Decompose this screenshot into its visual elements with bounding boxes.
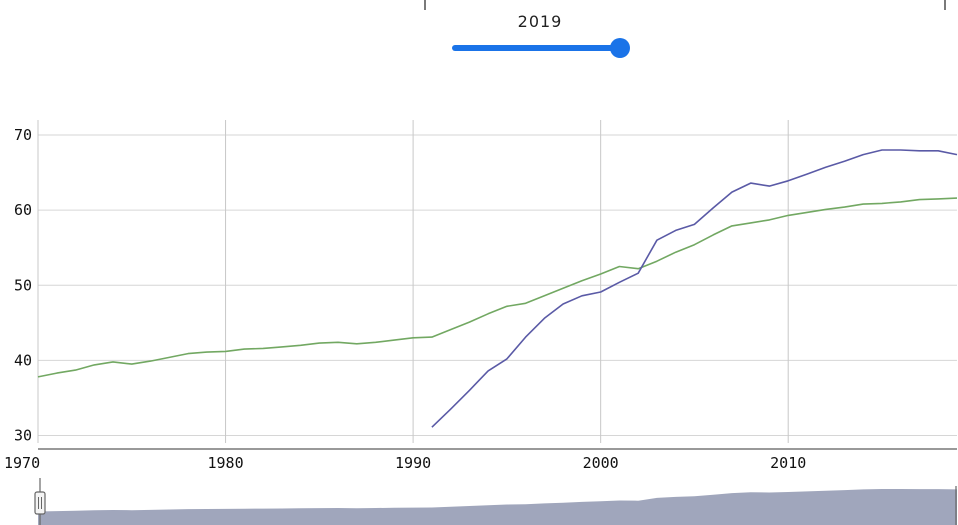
series-line-1 (37, 197, 958, 378)
x-tick-label-1970: 1970 (4, 454, 40, 472)
year-slider[interactable] (452, 36, 632, 60)
navigator-left-handle[interactable] (34, 491, 46, 515)
x-tick-label-2010: 2010 (770, 454, 806, 472)
y-tick-label-70: 70 (14, 126, 32, 144)
y-tick-label-50: 50 (14, 276, 32, 294)
y-tick-label-40: 40 (14, 351, 32, 369)
series-line-2 (431, 149, 958, 428)
x-tick-label-1980: 1980 (207, 454, 243, 472)
x-tick-label-1990: 1990 (395, 454, 431, 472)
y-tick-label-60: 60 (14, 201, 32, 219)
year-label: 2019 (517, 12, 563, 31)
y-tick-label-30: 30 (14, 426, 32, 444)
top-edge-mark-right (944, 0, 946, 10)
chart-series (37, 149, 958, 428)
chart-tick-labels: 30 40 50 60 70 1970 1980 1990 2000 2010 (4, 126, 806, 472)
x-tick-label-2000: 2000 (583, 454, 619, 472)
navigator-area (38, 489, 957, 525)
year-slider-track[interactable] (452, 45, 620, 51)
chart-grid (37, 120, 957, 450)
top-edge-mark-left (424, 0, 426, 10)
year-slider-thumb[interactable] (610, 38, 630, 58)
range-navigator[interactable] (34, 478, 957, 525)
